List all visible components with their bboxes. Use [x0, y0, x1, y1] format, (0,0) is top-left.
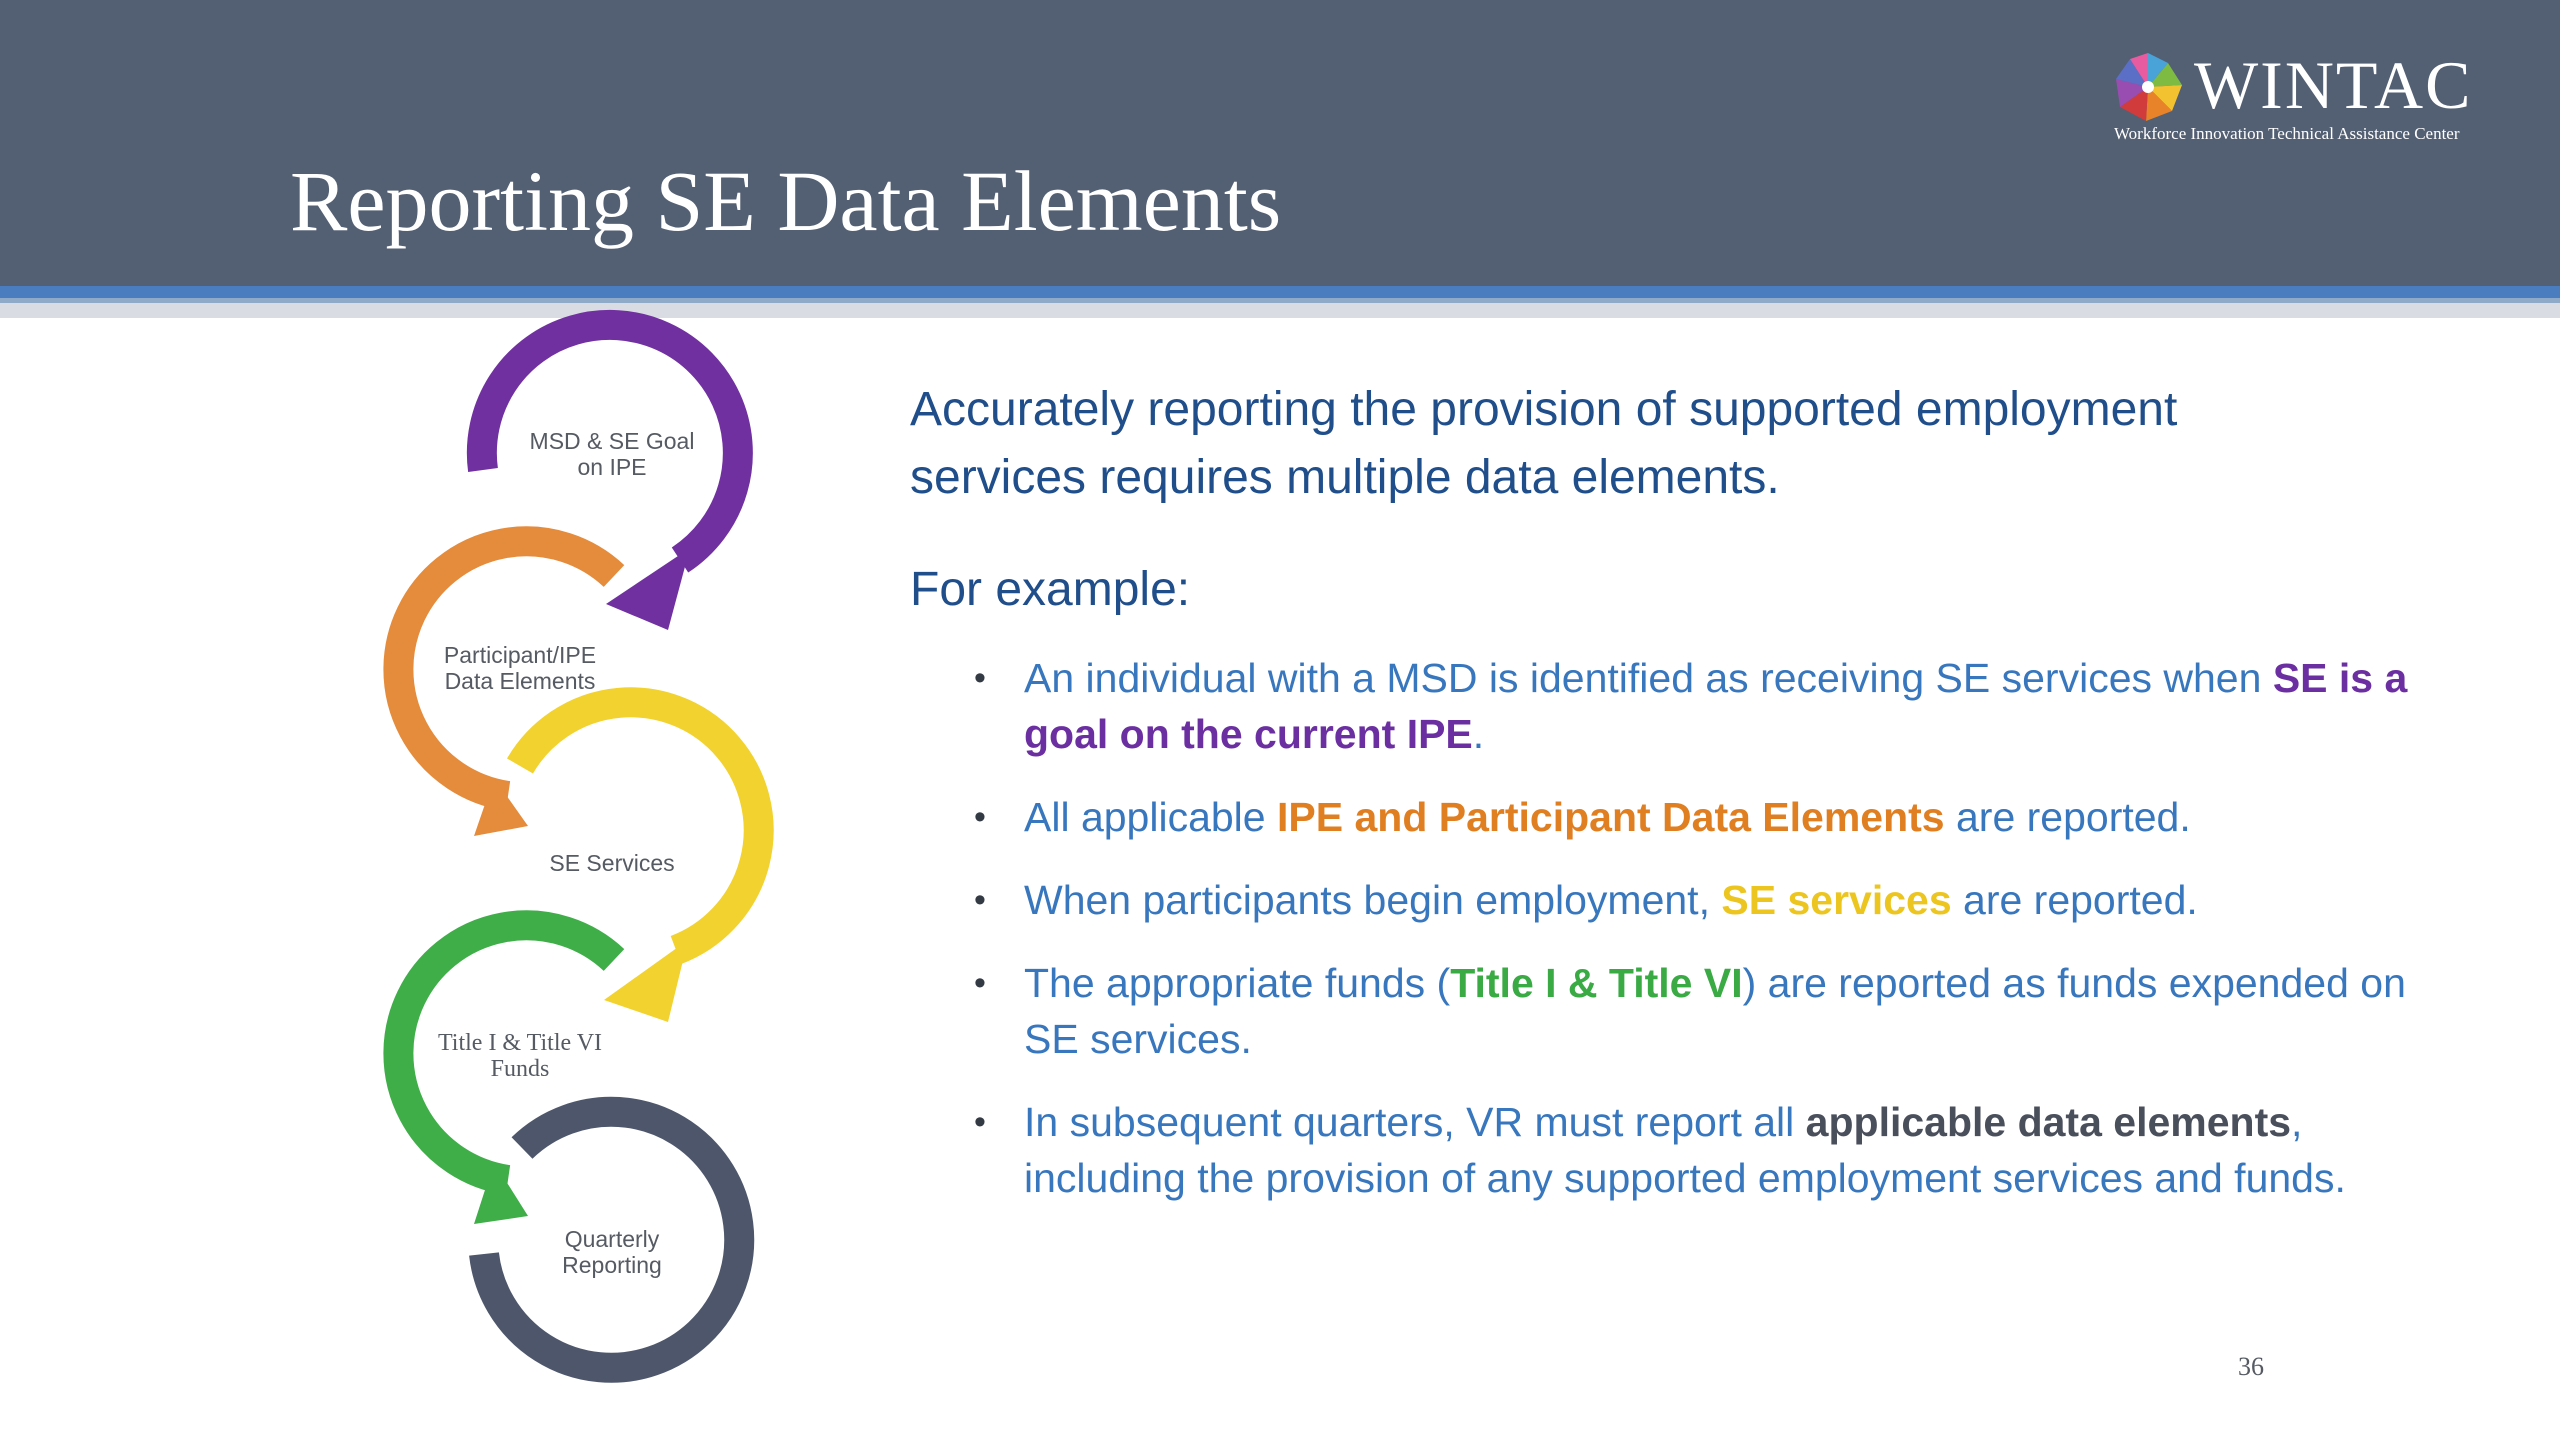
cycle-arrow-quarterly: [469, 1096, 755, 1383]
header-rule: [0, 286, 2560, 298]
cycle-label-quarterly: Quarterly Reporting: [562, 1226, 662, 1278]
for-example-heading: For example:: [910, 563, 1191, 616]
cycle-arrow-se-services: [507, 687, 774, 965]
page-number: 36: [2238, 1352, 2264, 1381]
cycle-label-se-services: SE Services: [549, 850, 675, 876]
bullet-icon: •: [974, 964, 986, 1002]
cycle-arrowhead: [606, 548, 690, 630]
cycle-arrowhead: [474, 778, 528, 836]
cycle-label-participant: Participant/IPE Data Elements: [443, 642, 597, 694]
cycle-arrowhead: [604, 940, 688, 1022]
cycle-label-msd-goal: MSD & SE Goal on IPE: [529, 428, 695, 480]
cycle-arrowhead: [474, 1162, 528, 1224]
bullet-icon: •: [974, 659, 986, 697]
slide-header: [0, 0, 2560, 286]
bullet-item: • An individual with a MSD is identified…: [974, 650, 2424, 762]
bullet-item: • The appropriate funds (Title I & Title…: [974, 955, 2424, 1067]
logo-wordmark: WINTAC: [2194, 47, 2473, 123]
cycle-arrow-participant: [383, 526, 625, 811]
bullet-icon: •: [974, 1103, 986, 1141]
intro-text: Accurately reporting the provision of su…: [910, 383, 2178, 504]
slide-title: Reporting SE Data Elements: [290, 153, 1282, 249]
wintac-logo: WINTAC Workforce Innovation Technical As…: [2110, 45, 2530, 155]
cycle-label-funds: Title I & Title VI Funds: [437, 1030, 603, 1082]
bullet-icon: •: [974, 798, 986, 836]
cycle-arrow-funds: [383, 910, 625, 1195]
bullet-item: • In subsequent quarters, VR must report…: [974, 1094, 2424, 1206]
pinwheel-icon: [2116, 53, 2182, 121]
header-rule: [0, 298, 2560, 303]
bullet-item: • All applicable IPE and Participant Dat…: [974, 789, 2424, 845]
logo-subtitle: Workforce Innovation Technical Assistanc…: [2114, 124, 2460, 143]
bullet-icon: •: [974, 881, 986, 919]
bullet-list: • An individual with a MSD is identified…: [974, 650, 2424, 1233]
cycle-arrow-msd-goal: [466, 309, 753, 573]
bullet-item: • When participants begin employment, SE…: [974, 872, 2424, 928]
